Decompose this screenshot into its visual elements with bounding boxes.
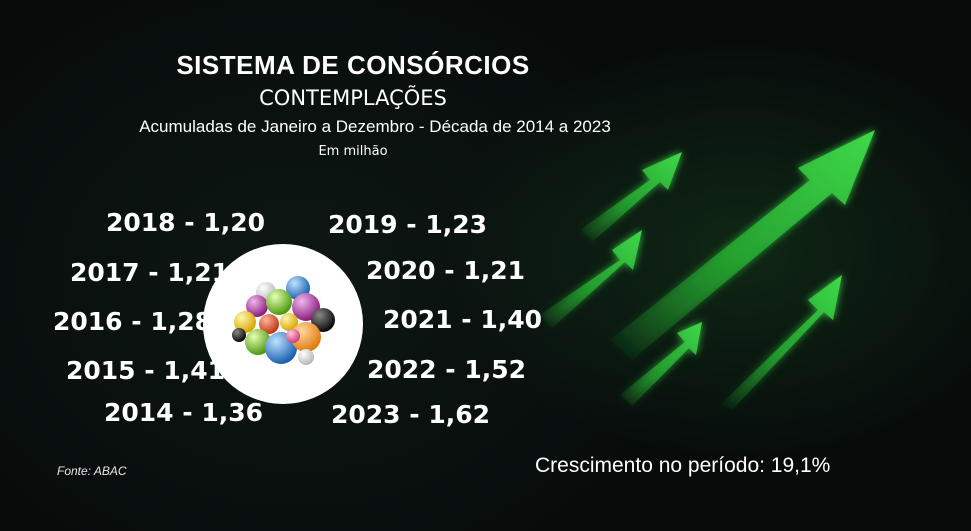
year-2021-value: 2021 - 1,40 — [383, 305, 543, 334]
year-2020-value: 2020 - 1,21 — [366, 256, 526, 285]
unit-label: Em milhão — [318, 144, 388, 159]
year-2014-value: 2014 - 1,36 — [104, 398, 264, 427]
colored-balls-icon — [232, 276, 335, 365]
year-2018-value: 2018 - 1,20 — [106, 208, 266, 237]
source-note: Fonte: ABAC — [57, 464, 127, 478]
balls-circle — [203, 244, 363, 404]
year-2015-value: 2015 - 1,41 — [66, 356, 226, 385]
page-subtitle: CONTEMPLAÇÕES — [259, 86, 447, 110]
year-2017-value: 2017 - 1,21 — [70, 258, 230, 287]
description: Acumuladas de Janeiro a Dezembro - Décad… — [139, 117, 611, 136]
page-title: SISTEMA DE CONSÓRCIOS — [176, 50, 530, 80]
year-2016-value: 2016 - 1,28 — [53, 307, 213, 336]
year-2023-value: 2023 - 1,62 — [331, 400, 491, 429]
year-2022-value: 2022 - 1,52 — [367, 355, 527, 384]
growth-summary: Crescimento no período: 19,1% — [535, 454, 831, 477]
growth-arrows-icon — [540, 130, 875, 410]
year-2019-value: 2019 - 1,23 — [328, 210, 488, 239]
